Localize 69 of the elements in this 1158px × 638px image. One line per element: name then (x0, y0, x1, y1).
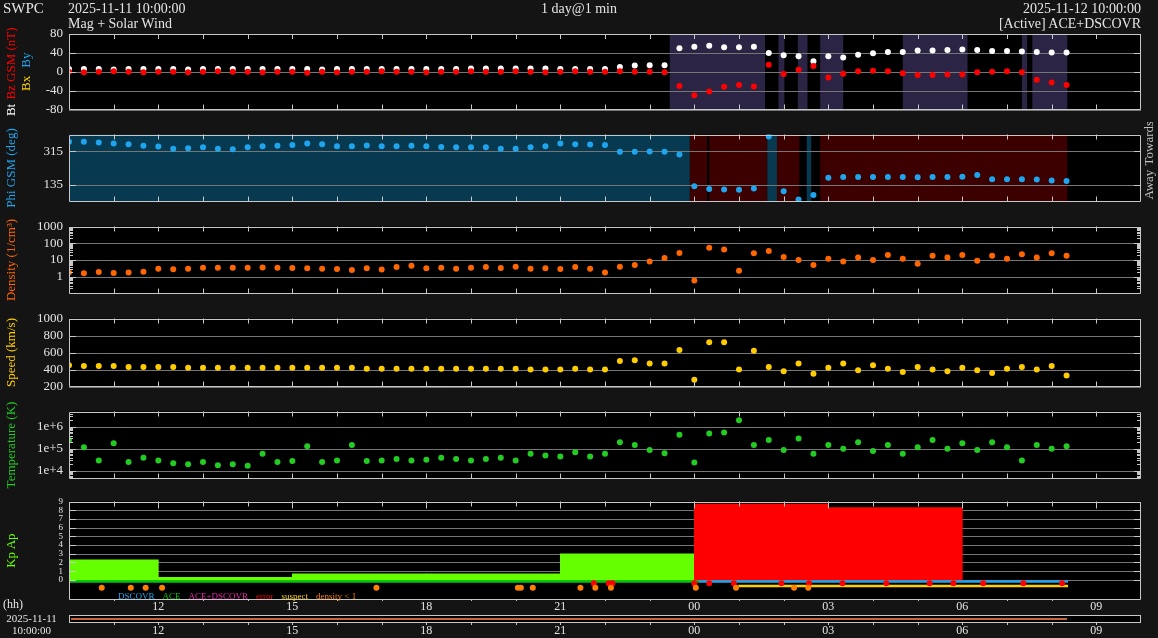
y-tick-label: 1e+4 (36, 462, 64, 478)
x2-tick-label: 03 (822, 623, 835, 638)
y-tick-label: 315 (43, 142, 63, 158)
legend-label: Bx (18, 75, 34, 91)
y-tick-label: 0 (56, 63, 63, 79)
y-axis-title: Temperature (K) (3, 401, 19, 489)
y-tick-label: -80 (45, 100, 63, 116)
y-axis-title: Density (1/cm³) (3, 218, 19, 302)
y-tick-label: 1 (58, 565, 63, 576)
y-tick-label: 200 (43, 377, 63, 393)
y-tick-label: 9 (58, 495, 64, 506)
chart-subtitle: 1 day@1 min (541, 1, 617, 16)
x2-axis-title: 2025-11-11 10:00:00 (6, 611, 57, 636)
x-tick-label: 09 (1090, 599, 1103, 614)
y-tick-label: 800 (43, 326, 63, 342)
y-tick-label: 100 (43, 234, 63, 250)
text: Bt (3, 103, 19, 117)
text: [Active] ACE+DSCOVR (998, 16, 1141, 31)
x-tick-label: 21 (554, 599, 567, 614)
x-tick-label: 12 (152, 599, 165, 614)
text: DSCOVR (118, 590, 155, 601)
y-tick-label: -40 (45, 82, 63, 98)
y-tick-label: 5 (58, 530, 64, 541)
y-axis-title: Bz GSM (nT) (3, 27, 19, 100)
series-label: density < 1 (316, 590, 357, 601)
y-axis-title: Phi GSM (deg) (3, 128, 19, 208)
y-tick-label: 1 (56, 268, 63, 284)
y-tick-label: 400 (43, 360, 63, 376)
x-tick-label: 00 (688, 599, 701, 614)
annotation: Away (1140, 169, 1156, 200)
x-tick-label: 06 (956, 599, 969, 614)
x2-tick-label: 06 (956, 623, 969, 638)
text: error (256, 590, 274, 601)
x2-tick-label: 18 (420, 623, 433, 638)
y-tick-label: 40 (50, 44, 63, 60)
y-tick-label: 1e+6 (36, 418, 64, 434)
x2-tick-label: 12 (152, 623, 165, 638)
y-tick-label: 0 (58, 574, 64, 585)
y-tick-label: 135 (43, 176, 63, 192)
x2-tick-label: 15 (286, 623, 299, 638)
y-tick-label: 10 (50, 251, 63, 267)
y-axis-title: Kp Ap (3, 533, 19, 568)
x2-tick-label: 09 (1090, 623, 1103, 638)
y-tick-label: 4 (58, 539, 64, 550)
y-tick-label: 600 (43, 343, 63, 359)
x2-tick-label: 00 (688, 623, 701, 638)
y-tick-label: 1000 (37, 217, 63, 233)
x2-tick-label: 21 (554, 623, 567, 638)
legend-label: By (18, 52, 34, 68)
x-tick-label: 03 (822, 599, 835, 614)
y-axis-title: Speed (km/s) (3, 318, 19, 387)
x-axis-title: (hh) (3, 597, 23, 612)
text: SWPC (3, 0, 44, 16)
legend-label: ACE+DSCOVR (188, 590, 249, 601)
y-tick-label: 1e+5 (36, 440, 63, 456)
y-tick-label: 80 (50, 25, 63, 41)
x-tick-label: 18 (420, 599, 433, 614)
y-tick-label: 6 (58, 521, 64, 532)
y-tick-label: 7 (58, 513, 64, 524)
annotation: Towards (1140, 120, 1156, 166)
text: 2025-11-12 10:00:00 (1022, 1, 1141, 16)
y-tick-label: 8 (58, 504, 64, 515)
y-tick-label: 2 (58, 556, 63, 567)
chart-title: Mag + Solar Wind (68, 16, 172, 31)
y-tick-label: 1000 (37, 309, 63, 325)
y-tick-label: 3 (58, 548, 64, 559)
text: suspect (281, 590, 309, 601)
series-label: ACE (162, 590, 182, 601)
text: 2025-11-11 10:00:00 (68, 1, 186, 16)
